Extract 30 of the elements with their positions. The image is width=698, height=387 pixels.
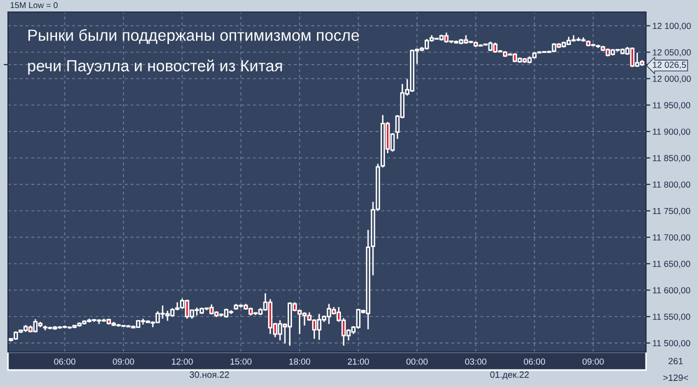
x-tick-label: 06:00 xyxy=(54,358,76,365)
y-tick-label: 11 550,00 xyxy=(652,314,690,321)
y-tick-label: 11 750,00 xyxy=(652,208,690,216)
y-tick-label: 12 050,00 xyxy=(652,49,691,56)
x-tick-label: 00:00 xyxy=(406,358,428,365)
text: >129< xyxy=(663,374,688,381)
x-tick-label: 09:00 xyxy=(112,358,134,365)
y-tick-label: 11 700,00 xyxy=(652,234,690,242)
x-tick-label: 21:00 xyxy=(348,358,369,365)
y-tick-label: 11 850,00 xyxy=(652,155,690,162)
chart-subtitle: 15M Low = 0 xyxy=(10,2,58,8)
y-tick-label: 11 900,00 xyxy=(652,128,690,136)
text: 261 xyxy=(668,358,683,364)
y-tick-label: 11 600,00 xyxy=(652,287,690,294)
x-tick-label: 06:00 xyxy=(524,358,546,365)
y-tick-label: 11 500,00 xyxy=(652,340,690,348)
y-tick-label: 12 000,00 xyxy=(652,76,691,83)
text: Рынки были поддержаны оптимизмом после речи Пауэлла и новостей из Китая xyxy=(28,29,359,75)
x-tick-label: 09:00 xyxy=(582,358,604,365)
y-tick-label: 11 800,00 xyxy=(652,181,690,189)
x-tick-label: 15:00 xyxy=(230,358,252,365)
x-tick-label: 03:00 xyxy=(465,358,486,365)
text: 30.ноя.22 xyxy=(190,371,229,378)
x-tick-label: 12:00 xyxy=(172,358,193,365)
x-tick-label: 18:00 xyxy=(289,358,310,365)
y-tick-label: 11 950,00 xyxy=(652,102,690,110)
y-tick-label: 12 026,5 xyxy=(652,62,686,69)
y-tick-label: 12 100,00 xyxy=(652,22,691,30)
text: 01.дек.22 xyxy=(490,371,529,380)
y-tick-label: 11 650,00 xyxy=(652,260,690,268)
